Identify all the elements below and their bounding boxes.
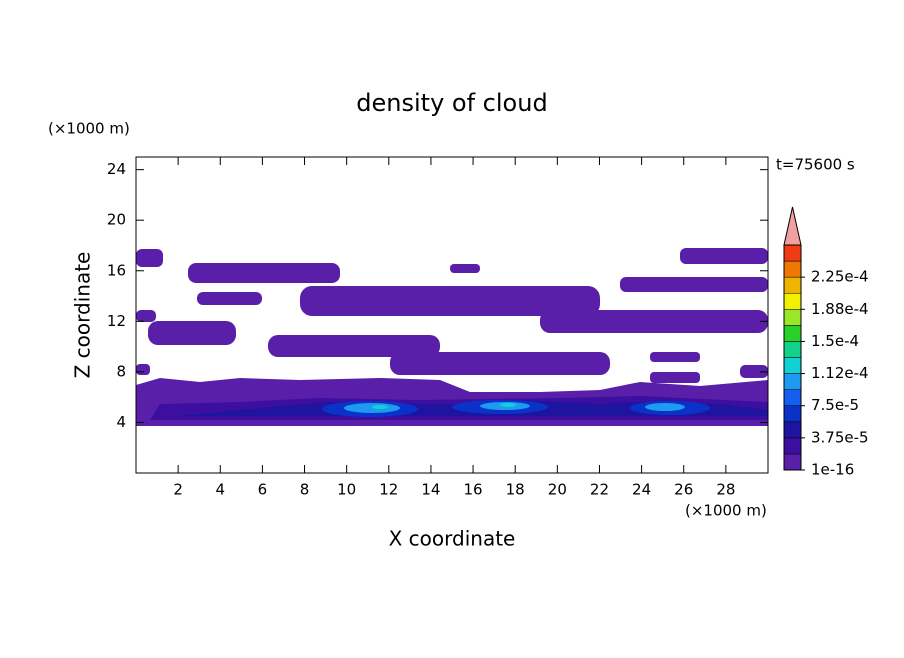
colorbar: 1e-16 3.75e-5 7.5e-5 1.12e-4 1.5e-4 1.88e-4 2.…: [783, 206, 869, 479]
x-tick-label: 8: [300, 481, 310, 499]
x-tick-label: 10: [337, 481, 356, 499]
colorbar-tick-label: 1.88e-4: [811, 300, 869, 318]
colorbar-band: [783, 244, 802, 262]
y-tick-label: 24: [107, 160, 126, 178]
colorbar-band: [783, 421, 802, 439]
colorbar-tick-label: 3.75e-5: [811, 428, 869, 446]
x-tick-label: 28: [716, 481, 735, 499]
colorbar-band: [783, 357, 802, 374]
y-axis-label: Z coordinate: [71, 252, 95, 379]
annotation: t=75600 s: [776, 156, 855, 174]
x-axis-label: X coordinate: [389, 527, 516, 551]
colorbar-band: [783, 341, 802, 358]
colorbar-band: [783, 309, 802, 326]
x-tick-label: 2: [173, 481, 183, 499]
colorbar-band: [783, 260, 802, 278]
x-unit: (×1000 m): [685, 502, 767, 520]
x-tick-label: 4: [215, 481, 225, 499]
colorbar-band: [783, 373, 802, 390]
x-tick-label: 16: [464, 481, 483, 499]
contour-field: [136, 248, 768, 426]
y-tick-label: 20: [107, 211, 126, 229]
plot-frame: [135, 156, 769, 474]
colorbar-band: [783, 276, 802, 294]
x-tick-label: 6: [258, 481, 268, 499]
colorbar-band: [783, 405, 802, 423]
colorbar-tick-label: 7.5e-5: [811, 396, 859, 414]
x-tick-label: 12: [379, 481, 398, 499]
y-tick-label: 4: [116, 413, 126, 431]
y-tick-label: 12: [107, 312, 126, 330]
colorbar-frame: [783, 244, 802, 471]
colorbar-band: [783, 453, 802, 471]
x-tick-label: 18: [506, 481, 525, 499]
y-unit: (×1000 m): [48, 120, 130, 138]
chart-title: density of cloud: [356, 89, 547, 117]
colorbar-tick-label: 1e-16: [811, 461, 854, 479]
y-tick-label: 16: [107, 261, 126, 279]
x-tick-label: 22: [590, 481, 609, 499]
colorbar-band: [783, 325, 802, 342]
x-tick-label: 14: [421, 481, 440, 499]
x-tick-label: 20: [548, 481, 567, 499]
x-tick-label: 26: [674, 481, 693, 499]
colorbar-band: [783, 437, 802, 455]
colorbar-tick-label: 1.12e-4: [811, 364, 869, 382]
y-tick-label: 8: [116, 362, 126, 380]
colorbar-band: [783, 292, 802, 310]
colorbar-band: [783, 389, 802, 406]
colorbar-tick-label: 1.5e-4: [811, 332, 859, 350]
colorbar-tick-label: 2.25e-4: [811, 268, 869, 286]
x-tick-label: 24: [632, 481, 651, 499]
